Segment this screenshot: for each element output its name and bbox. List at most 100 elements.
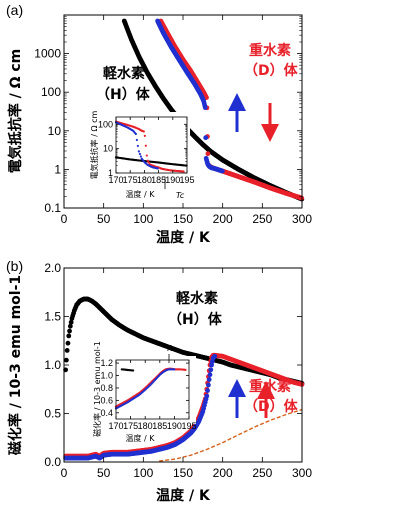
panel-b-series-0-point xyxy=(66,333,72,339)
inset-a-ytick-label-0: 1 xyxy=(108,168,113,178)
panel-b-series-0-point xyxy=(67,323,73,329)
panel-a-ytick-label-3: 100 xyxy=(41,85,61,99)
inset-a-xtick-label-2: 180 xyxy=(137,175,152,185)
panel-b-series-2-point xyxy=(205,382,211,388)
panel-b-ytick-label-0: 0.0 xyxy=(44,455,61,469)
panel-b-ytick-label-3: 1.5 xyxy=(44,310,61,324)
panel-b-series-2-point xyxy=(205,388,210,393)
inset-a-frame xyxy=(115,116,188,174)
inset-b-ytick-label-1: 0.6 xyxy=(100,395,113,405)
panel-a-ticks: 0 50 100 150 200 250 300 0.1 1 10 100 1000 xyxy=(34,15,312,226)
inset-b-series-1-point xyxy=(184,368,187,371)
inset-a-series-2-point xyxy=(139,155,142,158)
inset-a-xtick-label-4: 190 xyxy=(165,175,180,185)
panel-a-ytick-label-0: 0.1 xyxy=(44,201,61,215)
inset-b-xtick-label-3: 185 xyxy=(152,421,167,431)
panel-b-annot-heavy-2: （D）体 xyxy=(244,398,299,415)
inset-a-bg xyxy=(88,112,190,176)
inset-b-marks xyxy=(114,367,187,410)
panel-b-annot-light-2: （H）体 xyxy=(168,311,223,328)
panel-b-xtick-label-1: 50 xyxy=(97,466,111,480)
panel-a-ytick-label-2: 10 xyxy=(48,124,62,138)
panel-a-xtick-label-6: 300 xyxy=(292,212,312,226)
inset-a-xtick-label-1: 175 xyxy=(123,175,138,185)
panel-b-ytick-label-2: 1.0 xyxy=(44,358,61,372)
panel-a-series-2-point xyxy=(219,168,225,174)
panel-a-label: (a) xyxy=(6,2,23,18)
panel-a-series-2-point xyxy=(203,135,209,141)
panel-b-ytick-label-1: 0.5 xyxy=(44,407,61,421)
panel-b-xtick-label-2: 100 xyxy=(133,466,153,480)
inset-a-series-2-point xyxy=(136,144,139,148)
inset-a-marks xyxy=(114,120,188,173)
panel-b-xtick-label-4: 200 xyxy=(213,466,233,480)
inset-a-ylabel: 電気抵抗率 / Ω cm xyxy=(89,110,99,179)
inset-a-series-2-point xyxy=(134,132,137,136)
panel-b-series-2-point xyxy=(204,393,210,399)
panel-b-series-0-point xyxy=(64,348,70,353)
panel-a-annot-heavy-2: （D）体 xyxy=(244,62,299,79)
panel-b-series-0-point xyxy=(65,340,71,346)
inset-b-ytick-label-0: 0.4 xyxy=(100,408,113,418)
panel-a-xtick-label-1: 50 xyxy=(97,212,111,226)
panel-b-xtick-label-3: 150 xyxy=(173,466,193,480)
panel-b-label: (b) xyxy=(6,258,23,274)
panel-b-series-0-point xyxy=(68,319,74,325)
inset-a-series-1-point xyxy=(144,144,147,147)
panel-a-xtick-label-4: 200 xyxy=(213,212,233,226)
inset-b-series-0-point xyxy=(131,369,135,372)
panel-a-annot-light-2: （H）体 xyxy=(96,86,151,103)
panel-a-series-1-point xyxy=(205,151,211,157)
panel-b-ticks: 0 50 100 150 200 250 300 0.0 0.5 1.0 1.5 2.0 xyxy=(44,261,312,480)
panel-a-xtick-label-5: 250 xyxy=(252,212,272,226)
inset-a-series-1-point xyxy=(182,170,185,173)
inset-b-ytick-label-4: 1.2 xyxy=(100,358,113,368)
inset-a-tc-label: Tc xyxy=(176,191,185,200)
inset-a-ytick-label-1: 10 xyxy=(103,144,113,154)
panel-b-annot-heavy-1: 重水素 xyxy=(249,378,291,395)
inset-a-xlabel: 温度 / K xyxy=(125,189,155,199)
inset-b-series-2-point xyxy=(173,368,176,371)
inset-a-series-2-point xyxy=(138,152,141,156)
inset-b-tc-label: Tc xyxy=(166,344,175,353)
inset-b-xtick-label-2: 180 xyxy=(138,421,153,431)
inset-b-xtick-label-0: 170 xyxy=(108,421,123,431)
inset-b-xtick-label-1: 175 xyxy=(123,421,138,431)
panel-b-xlabel: 温度 / K xyxy=(156,487,211,504)
panel-a-series-2-point xyxy=(202,105,208,110)
inset-b-ytick-label-3: 1.0 xyxy=(100,371,113,381)
inset-a-xtick-label-5: 195 xyxy=(179,175,194,185)
inset-a-series-1-point xyxy=(143,134,146,137)
inset-b-ytick-label-2: 0.8 xyxy=(100,383,113,393)
panel-a-xtick-label-3: 150 xyxy=(173,212,193,226)
inset-b-xtick-label-4: 190 xyxy=(167,421,182,431)
inset-a-xtick-label-3: 185 xyxy=(151,175,166,185)
panel-b-xtick-label-6: 300 xyxy=(292,466,312,480)
panel-b-series-0-point xyxy=(67,328,72,334)
inset-b-ylabel: 磁化率 / 10-3 emu mol-1 xyxy=(92,341,102,437)
inset-b-xtick-label-5: 195 xyxy=(181,421,196,431)
inset-a-series-1-point xyxy=(146,159,149,162)
panel-b-xtick-label-0: 0 xyxy=(61,466,68,480)
panel-b-annot-light-1: 軽水素 xyxy=(176,290,218,307)
inset-a-ytick-label-2: 100 xyxy=(98,119,113,129)
panel-a-ylabel: 電気抵抗率 / Ω cm xyxy=(7,49,24,174)
inset-a-ticks: 170 175 180 185 190 195 1 10 100 xyxy=(98,117,195,185)
panel-a-annot-heavy-1: 重水素 xyxy=(249,42,291,59)
inset-a-series-1-point xyxy=(142,130,145,133)
inset-b-frame xyxy=(115,359,190,420)
panel-b-series-2-point xyxy=(208,367,214,373)
panel-b-xtick-label-5: 250 xyxy=(252,466,272,480)
panel-b-series-2-point xyxy=(206,377,212,382)
panel-b-series-2-point xyxy=(212,353,218,359)
panel-a-ytick-label-4: 1000 xyxy=(34,47,61,61)
inset-a-series-2-point xyxy=(135,138,138,142)
panel-b-series-2-point xyxy=(207,372,213,378)
inset-a-series-1-point xyxy=(145,154,148,157)
panel-a-xtick-label-2: 100 xyxy=(133,212,153,226)
panel-b-ytick-label-4: 2.0 xyxy=(44,261,61,275)
panel-a-xlabel: 温度 / K xyxy=(156,229,211,246)
panel-b-series-0-point xyxy=(63,357,69,363)
inset-a-series-1-point xyxy=(147,161,150,164)
